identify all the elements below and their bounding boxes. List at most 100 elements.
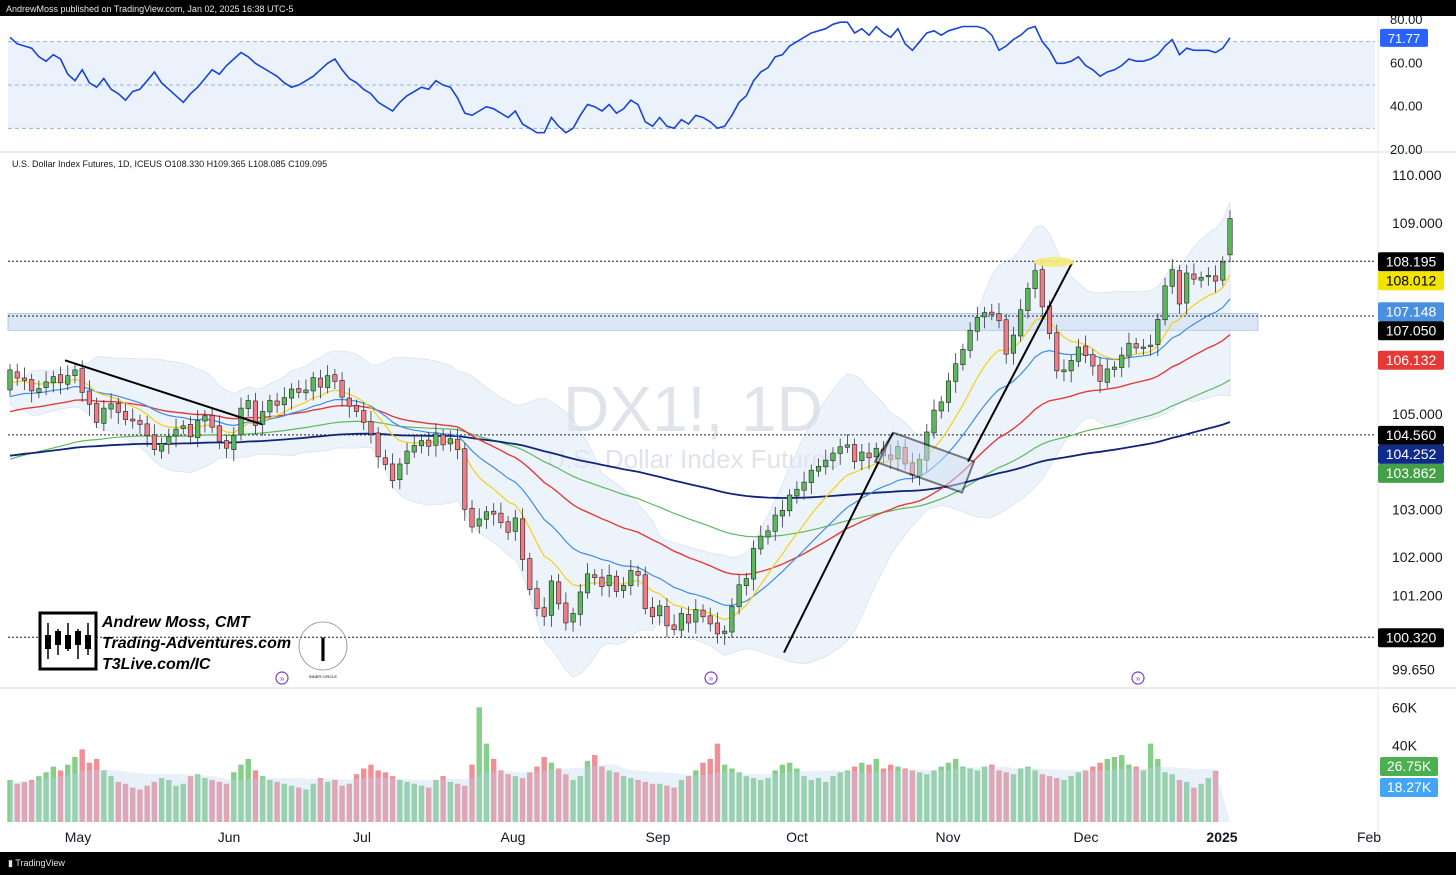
candle-body (852, 444, 858, 462)
volume-bar (931, 770, 937, 822)
volume-bar (317, 778, 324, 822)
candle-body (563, 602, 569, 624)
volume-bar (642, 781, 648, 822)
candle-body (772, 514, 778, 532)
volume-bar (613, 772, 620, 822)
volume-bar (137, 789, 143, 822)
volume-bar (563, 774, 569, 822)
volume-bar (72, 757, 78, 822)
candle-body (483, 511, 489, 520)
candle-body (476, 518, 482, 527)
volume-bar (750, 778, 757, 822)
volume-bar (505, 774, 511, 822)
candle-body (1148, 344, 1154, 347)
candle-body (743, 578, 749, 587)
event-marker-glyph: » (709, 674, 714, 683)
event-marker-icon (704, 671, 718, 685)
volume-bar (909, 770, 916, 822)
inner-circle-logo-icon (298, 621, 348, 671)
volume-bar (844, 770, 851, 822)
volume-bar (967, 768, 973, 822)
rsi-line (9, 21, 1231, 134)
volume-bar (620, 776, 627, 822)
candle-body (1155, 318, 1161, 345)
volume-bar (108, 776, 114, 822)
candle-body (433, 433, 439, 446)
candle-body (317, 377, 323, 388)
chart-title: U.S. Dollar Index Futures, 1D, ICEUS O10… (12, 159, 327, 169)
volume-bar (267, 779, 273, 822)
candle-body (43, 381, 49, 388)
volume-bar (36, 776, 42, 822)
volume-bar (166, 779, 172, 822)
candle-body (931, 409, 937, 434)
time-tick-label: Sep (646, 829, 671, 845)
candle-body (657, 605, 663, 617)
price-tag (1378, 463, 1444, 483)
price-tag (1378, 444, 1444, 464)
volume-bar (122, 783, 129, 822)
volume-bar (397, 779, 403, 822)
candle-body (418, 440, 425, 447)
volume-bar (389, 776, 396, 822)
author-logo-body (85, 635, 91, 649)
candle-body (729, 605, 735, 633)
candle-body (794, 488, 800, 497)
volume-bar (1119, 755, 1125, 822)
candle-body (1032, 270, 1038, 290)
price-tag (1378, 302, 1444, 322)
chart-area[interactable]: 80.00 60.00 40.00 20.00 71.77 U.S. Dollar Ind… (0, 12, 1456, 852)
candle-body (520, 518, 526, 560)
candle-body (440, 434, 446, 446)
rsi-tick-label: 60.00 (1390, 55, 1423, 70)
candle-body (974, 317, 980, 332)
candle-body (548, 580, 554, 616)
candle-body (216, 425, 222, 442)
candle-body (426, 439, 432, 447)
candle-body (382, 457, 388, 465)
candle-body (505, 521, 511, 533)
volume-bar (79, 749, 85, 822)
candle-body (36, 388, 42, 393)
time-tick-label: Feb (1357, 829, 1381, 845)
candle-body (7, 369, 13, 391)
event-marker-glyph: » (1136, 674, 1141, 683)
volume-bar (440, 776, 446, 822)
candle-body (722, 630, 728, 634)
candle-body (245, 400, 251, 409)
author-name: Andrew Moss, CMT (101, 614, 251, 631)
volume-bar (1039, 774, 1046, 822)
candle-body (1213, 275, 1219, 282)
candle-body (1039, 269, 1045, 308)
volume-bar (830, 776, 836, 822)
volume-bar (888, 764, 894, 822)
candle-body (491, 510, 497, 515)
volume-bar (873, 758, 879, 822)
volume-bar (288, 785, 295, 822)
ma200-line (9, 421, 1231, 499)
volume-bar (1046, 776, 1053, 822)
volume-bar (1191, 787, 1197, 822)
volume-bar (628, 778, 634, 822)
price-tick-label: 103.000 (1392, 501, 1443, 517)
candle-body (953, 363, 959, 382)
candle-body (289, 388, 295, 399)
volume-bar (21, 781, 28, 822)
candle-body (960, 349, 966, 365)
dx1-chart-svg[interactable]: 80.00 60.00 40.00 20.00 71.77 U.S. Dollar Ind… (0, 12, 1456, 852)
tv-logo-icon: ▮ (8, 858, 13, 868)
volume-bar (779, 764, 786, 822)
volume-bar (656, 783, 663, 822)
rsi-tick-label: 80.00 (1390, 16, 1423, 27)
author-logo-body (65, 635, 71, 649)
volume-bar (43, 772, 49, 822)
volume-bar (808, 779, 815, 822)
candle-body (758, 535, 764, 550)
volume-bar (130, 787, 136, 822)
time-tick-label: Dec (1074, 829, 1099, 845)
candle-body (512, 517, 518, 532)
candle-body (635, 571, 641, 576)
candle-body (224, 440, 230, 449)
volume-bar (144, 785, 150, 822)
volume-bar (490, 758, 497, 822)
